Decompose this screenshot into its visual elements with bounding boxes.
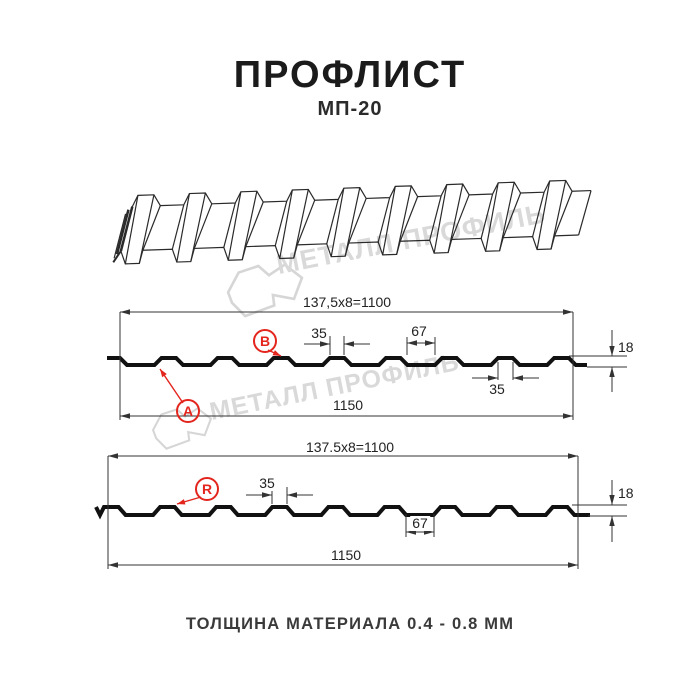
profile-model-subtitle: МП-20 bbox=[0, 98, 700, 121]
point-label-a: A bbox=[176, 399, 200, 423]
point-label-b: B bbox=[253, 329, 277, 353]
dim-profile-height-bottom: 18 bbox=[616, 486, 636, 501]
dim-profile-height-top: 18 bbox=[616, 340, 636, 355]
dim-total-width-bottom: 1150 bbox=[329, 548, 363, 563]
dim-total-width-top: 1150 bbox=[331, 398, 365, 413]
dim-valley-width-bottom: 67 bbox=[410, 516, 430, 531]
dim-rib-base-top: 35 bbox=[487, 382, 507, 397]
dim-cover-width-top: 137,5x8=1100 bbox=[301, 295, 393, 310]
dim-valley-width-top: 67 bbox=[409, 324, 429, 339]
dim-crest-width-top: 35 bbox=[309, 326, 329, 341]
point-label-r: R bbox=[195, 477, 219, 501]
page-title: ПРОФЛИСТ bbox=[0, 54, 700, 97]
material-thickness-note: ТОЛЩИНА МАТЕРИАЛА 0.4 - 0.8 ММ bbox=[0, 615, 700, 634]
dim-cover-width-bottom: 137.5x8=1100 bbox=[304, 440, 396, 455]
dim-crest-width-bottom: 35 bbox=[257, 476, 277, 491]
